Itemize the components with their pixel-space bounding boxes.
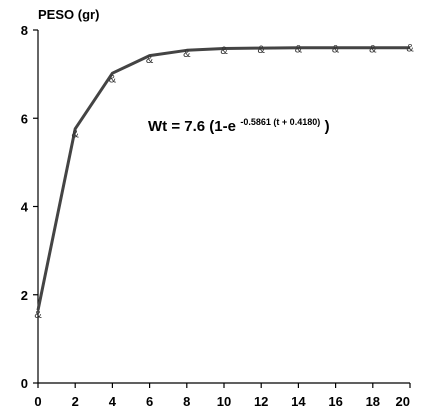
y-tick-label: 8 [21,23,28,38]
observed-point-marker: & [34,309,42,321]
fitted-curve-line [36,46,410,311]
x-tick-label: 18 [366,394,380,409]
x-tick-label: 14 [291,394,306,409]
y-tick-label: 0 [21,376,28,391]
y-tick-label: 6 [21,111,28,126]
equation-annotation: Wt = 7.6 (1-e -0.5861 (t + 0.4180) ) [148,112,330,135]
observed-point-marker: & [295,44,303,56]
equation-exponent: -0.5861 (t + 0.4180) [240,117,320,127]
equation-main: Wt = 7.6 (1-e [148,118,236,135]
equation-close: ) [325,118,330,135]
x-tick-label: 4 [109,394,117,409]
observed-point-marker: & [220,45,228,57]
observed-point-marker: & [109,74,117,86]
observed-point-marker: & [146,54,154,66]
x-tick-label: 6 [146,394,153,409]
observed-point-marker: & [369,44,377,56]
observed-point-marker: & [332,44,340,56]
x-tick-label: 10 [217,394,231,409]
y-axis-title: PESO (gr) [38,7,99,22]
x-tick-label: 2 [72,394,79,409]
x-tick-label: 0 [34,394,41,409]
y-tick-label: 4 [21,200,29,215]
y-tick-label: 2 [21,288,28,303]
x-axis-ticks: 0 2 4 6 8 10 12 14 16 18 20 [34,383,411,409]
x-tick-label: 8 [183,394,190,409]
y-axis-ticks: 0 2 4 6 8 [21,23,38,391]
observed-point-marker: & [183,48,191,60]
observed-markers: & & & & & & & & & & & [34,43,414,322]
x-tick-label: 16 [328,394,342,409]
x-tick-label: 12 [254,394,268,409]
observed-point-marker: & [406,43,414,55]
x-tick-label: 20 [396,394,410,409]
observed-point-marker: & [72,129,80,141]
observed-point-marker: & [258,44,266,56]
